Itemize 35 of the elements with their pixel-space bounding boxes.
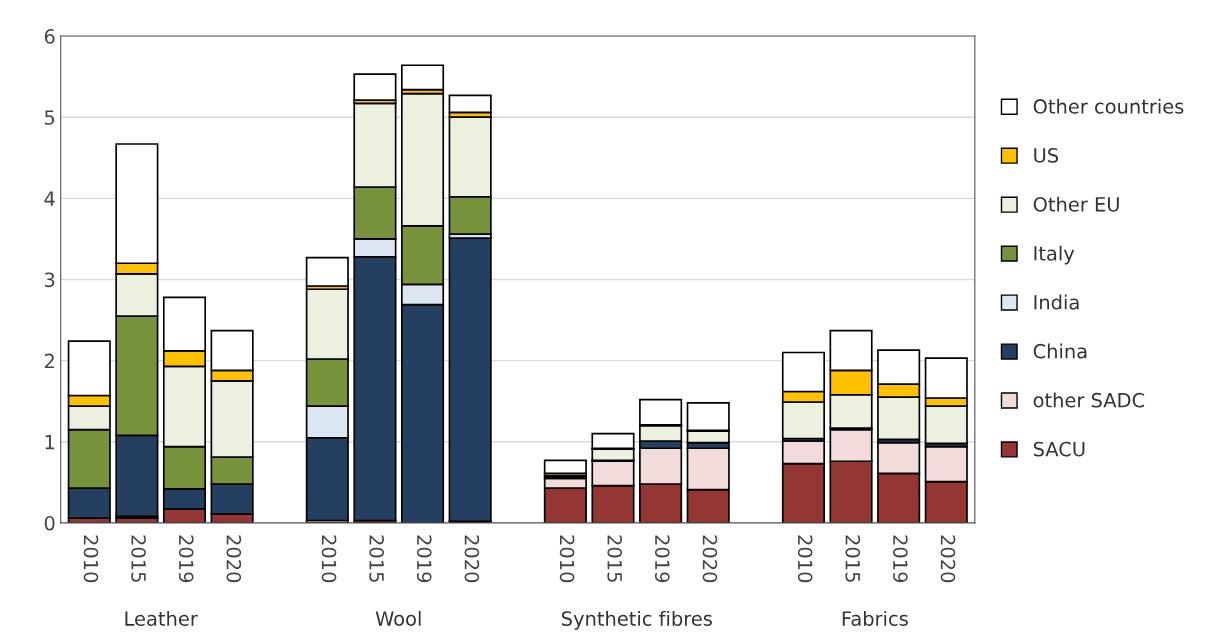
x-tick-label: 2019 (178, 535, 194, 583)
text: Wool (375, 610, 421, 626)
legend-label: Italy (1034, 245, 1075, 265)
x-tick-label: 2019 (654, 535, 670, 583)
text: Leather (125, 610, 198, 626)
x-tick-label: 2015 (131, 535, 146, 582)
y-tick-label: 4 (44, 191, 55, 206)
legend-label: India (1034, 294, 1079, 310)
y-tick-label: 1 (45, 435, 55, 450)
x-tick-label: 2019 (416, 535, 432, 583)
y-tick-label: 6 (44, 29, 55, 44)
legend-label: China (1033, 343, 1087, 359)
x-tick-label: 2010 (797, 535, 813, 583)
x-tick-label: 2020 (226, 535, 242, 583)
x-tick-label: 2015 (845, 535, 861, 582)
legend-label: Other EU (1033, 196, 1119, 212)
legend-label: US (1034, 148, 1059, 163)
y-tick-label: 3 (44, 272, 55, 288)
x-tick-label: 2020 (464, 535, 480, 583)
y-tick-label: 0 (44, 515, 55, 531)
x-tick-label: 2010 (321, 535, 337, 583)
legend-label: other SADC (1033, 392, 1145, 408)
x-tick-label: 2015 (607, 535, 623, 582)
text: Synthetic fibres (561, 610, 712, 630)
x-tick-label: 2010 (83, 535, 99, 583)
legend-label: Other countries (1033, 98, 1184, 114)
legend-label: SACU (1033, 441, 1085, 457)
x-tick-label: 2015 (369, 535, 384, 582)
x-tick-label: 2020 (702, 535, 718, 583)
text: Fabrics (842, 610, 908, 626)
x-tick-label: 2019 (893, 535, 908, 583)
x-tick-label: 2010 (559, 535, 575, 583)
y-tick-label: 2 (44, 353, 54, 369)
x-tick-label: 2020 (940, 535, 956, 583)
y-tick-label: 5 (44, 110, 55, 125)
